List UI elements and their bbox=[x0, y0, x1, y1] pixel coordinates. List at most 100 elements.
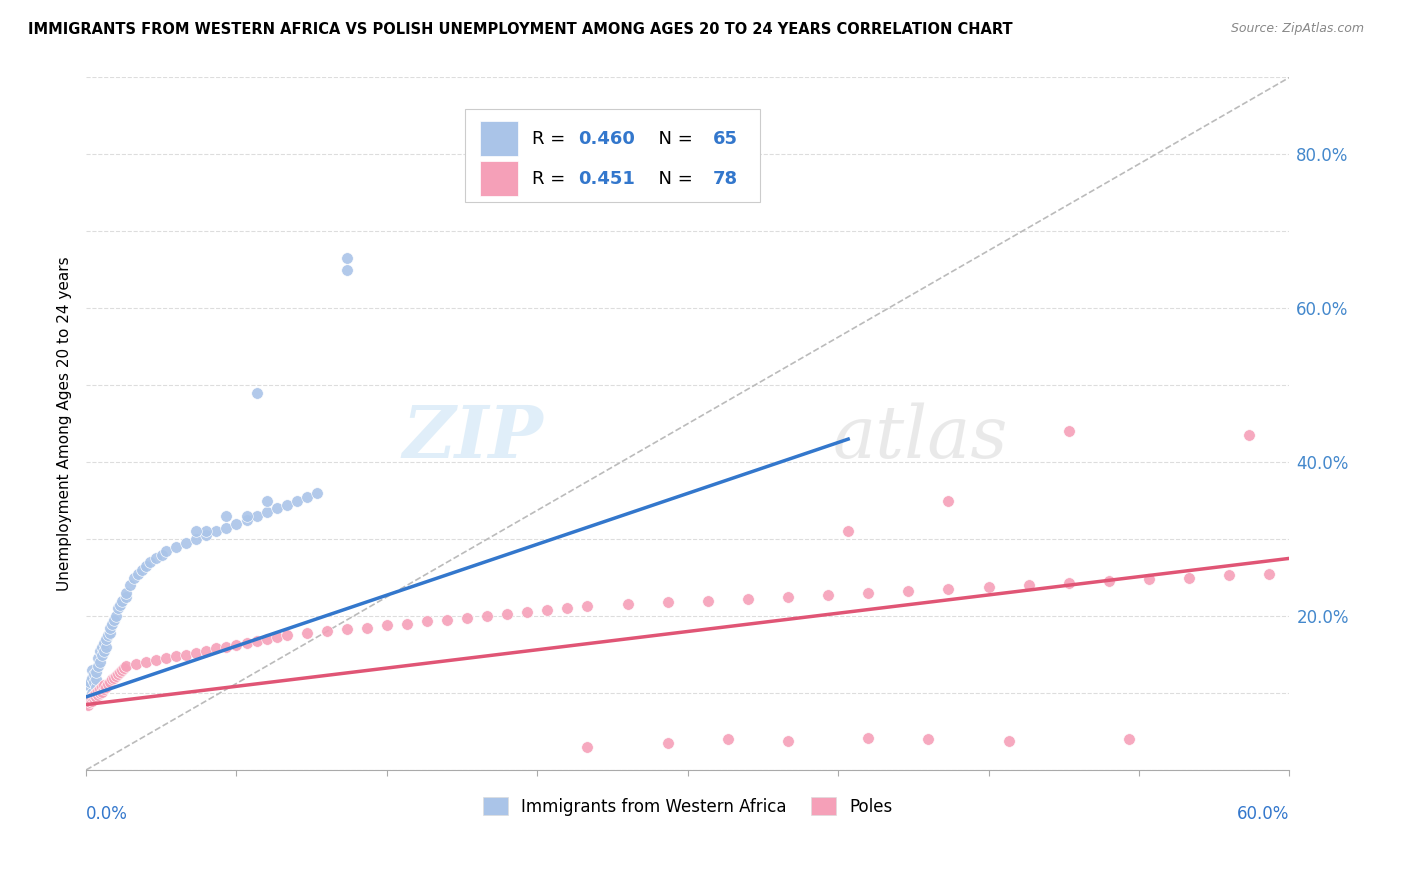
Point bbox=[256, 493, 278, 508]
Point bbox=[1098, 574, 1121, 589]
Point bbox=[97, 677, 120, 691]
Point bbox=[295, 626, 318, 640]
Point bbox=[516, 605, 538, 619]
Point bbox=[1258, 566, 1281, 581]
Text: 0.460: 0.460 bbox=[578, 129, 636, 147]
Point bbox=[176, 536, 198, 550]
Point bbox=[195, 528, 218, 542]
Text: 65: 65 bbox=[713, 129, 738, 147]
Text: R =: R = bbox=[533, 169, 571, 187]
Point bbox=[817, 588, 839, 602]
Point bbox=[1018, 578, 1040, 592]
Point bbox=[94, 640, 117, 654]
Point bbox=[235, 509, 257, 524]
Point bbox=[79, 695, 101, 709]
Point bbox=[98, 621, 121, 635]
Point bbox=[165, 540, 187, 554]
Point bbox=[93, 682, 115, 697]
Point bbox=[315, 624, 337, 639]
Point bbox=[235, 636, 257, 650]
Point bbox=[165, 649, 187, 664]
Point bbox=[215, 520, 238, 534]
Point bbox=[295, 490, 318, 504]
Point bbox=[305, 486, 328, 500]
Point bbox=[89, 655, 111, 669]
Point bbox=[83, 674, 105, 689]
Point bbox=[336, 252, 359, 266]
Point bbox=[858, 731, 880, 745]
FancyBboxPatch shape bbox=[465, 109, 759, 202]
Point bbox=[93, 644, 115, 658]
Point bbox=[245, 634, 267, 648]
Point bbox=[122, 571, 145, 585]
Point bbox=[98, 674, 121, 689]
Text: 0.0%: 0.0% bbox=[86, 805, 128, 822]
Point bbox=[77, 678, 100, 692]
Point bbox=[101, 672, 124, 686]
Point bbox=[84, 672, 107, 686]
Point bbox=[98, 626, 121, 640]
Point bbox=[1118, 732, 1140, 747]
Point bbox=[1178, 571, 1201, 585]
Point bbox=[215, 509, 238, 524]
Point bbox=[120, 578, 142, 592]
Point bbox=[186, 532, 208, 546]
Point bbox=[195, 644, 218, 658]
Point bbox=[139, 555, 162, 569]
Point bbox=[127, 566, 149, 581]
Point bbox=[91, 684, 114, 698]
Point bbox=[79, 692, 101, 706]
Point bbox=[256, 505, 278, 519]
Point bbox=[245, 386, 267, 401]
Point bbox=[105, 669, 128, 683]
Point bbox=[112, 661, 135, 675]
Point bbox=[657, 736, 679, 750]
Point bbox=[107, 666, 129, 681]
Text: atlas: atlas bbox=[832, 402, 1008, 473]
Point bbox=[108, 665, 131, 680]
Point bbox=[145, 653, 167, 667]
Legend: Immigrants from Western Africa, Poles: Immigrants from Western Africa, Poles bbox=[474, 789, 901, 824]
Point bbox=[1239, 428, 1261, 442]
Point bbox=[837, 524, 859, 539]
Point bbox=[215, 640, 238, 654]
Point bbox=[89, 644, 111, 658]
Point bbox=[80, 686, 103, 700]
Point bbox=[977, 580, 1000, 594]
Point bbox=[256, 632, 278, 647]
Text: 0.451: 0.451 bbox=[578, 169, 636, 187]
Point bbox=[91, 648, 114, 662]
Point bbox=[111, 593, 134, 607]
Point bbox=[496, 607, 519, 621]
Point bbox=[150, 548, 173, 562]
Point bbox=[897, 584, 920, 599]
Point bbox=[1057, 425, 1080, 439]
Point bbox=[395, 616, 418, 631]
Point bbox=[79, 690, 101, 704]
Y-axis label: Unemployment Among Ages 20 to 24 years: Unemployment Among Ages 20 to 24 years bbox=[58, 256, 72, 591]
Point bbox=[77, 698, 100, 712]
Point bbox=[101, 616, 124, 631]
Point bbox=[103, 613, 125, 627]
Point bbox=[94, 680, 117, 694]
Point bbox=[205, 524, 228, 539]
Point bbox=[87, 659, 110, 673]
Text: R =: R = bbox=[533, 129, 571, 147]
Point bbox=[80, 690, 103, 704]
Point bbox=[83, 691, 105, 706]
Point bbox=[93, 678, 115, 692]
Point bbox=[696, 593, 718, 607]
Point bbox=[89, 686, 111, 700]
Point bbox=[276, 628, 298, 642]
Point bbox=[557, 601, 579, 615]
Point bbox=[225, 516, 247, 531]
Point bbox=[938, 582, 960, 596]
Point bbox=[195, 524, 218, 539]
Point bbox=[717, 732, 740, 747]
Point bbox=[111, 663, 134, 677]
Point bbox=[285, 493, 308, 508]
FancyBboxPatch shape bbox=[479, 121, 517, 156]
Point bbox=[186, 524, 208, 539]
Point bbox=[84, 686, 107, 700]
Point bbox=[87, 651, 110, 665]
